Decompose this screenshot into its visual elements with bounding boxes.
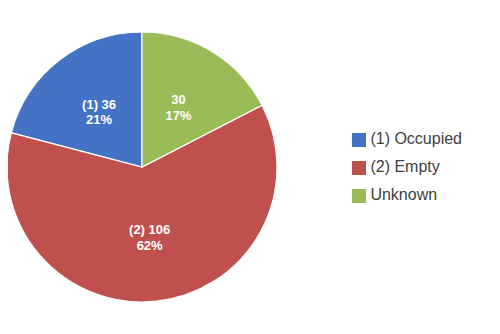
svg-text:(2) 10662%: (2) 10662%: [129, 221, 170, 252]
svg-text:3017%: 3017%: [166, 92, 192, 123]
html-text:(1) Occupied: (1) Occupied: [370, 130, 462, 147]
html-text:Unknown: Unknown: [370, 186, 438, 203]
html-text:(2) Empty: (2) Empty: [370, 158, 440, 175]
svg-text:(1) 3621%: (1) 3621%: [82, 96, 116, 127]
